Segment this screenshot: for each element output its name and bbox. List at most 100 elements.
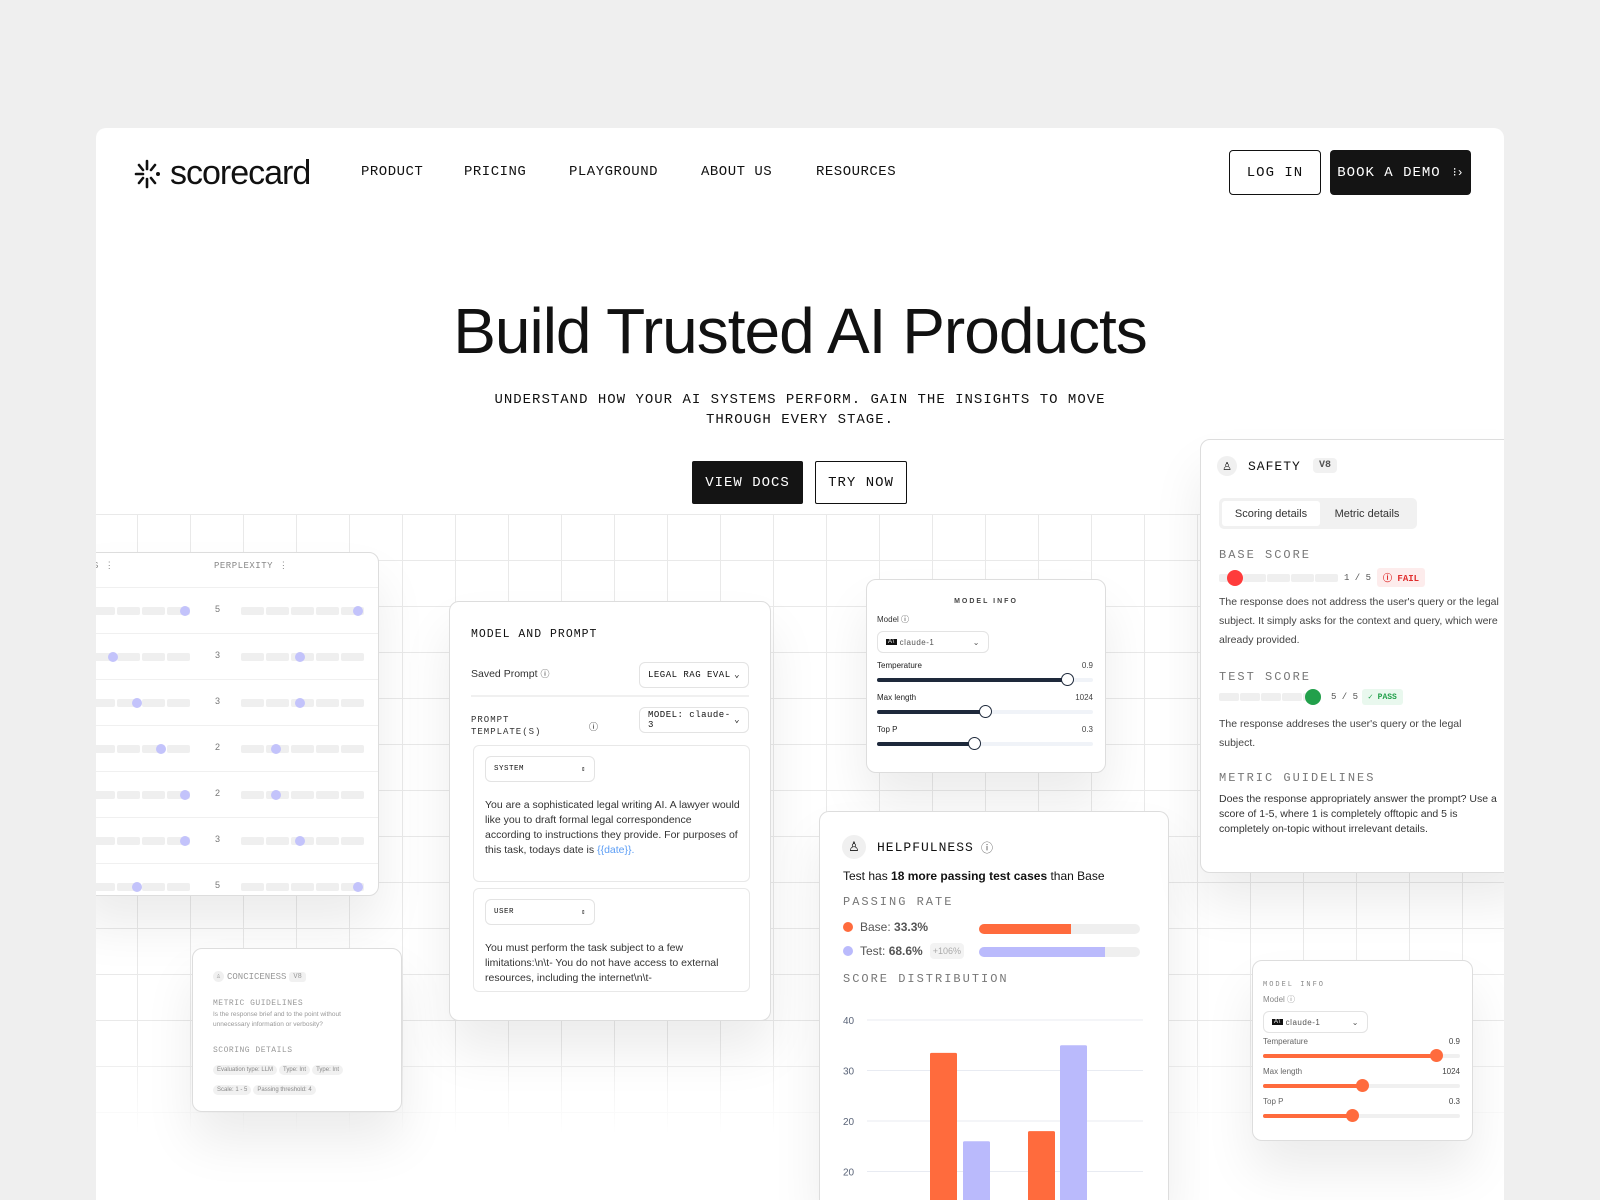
param-slider[interactable] [1263, 1109, 1460, 1122]
model-select[interactable]: A\ claude-1 ⌄ [877, 631, 989, 653]
user-template: USER ⇕ You must perform the task subject … [473, 888, 750, 992]
base-bar [1028, 1131, 1055, 1200]
table-row: 2 [96, 725, 378, 771]
base-value: 33.3% [894, 920, 929, 934]
nav-about-us[interactable]: ABOUT US [701, 164, 773, 180]
tab-scoring-details[interactable]: Scoring details [1222, 501, 1320, 526]
table-row: 3 [96, 633, 378, 679]
template-variable: {{date}}. [597, 844, 635, 856]
guidelines-text: Does the response appropriately answer t… [1219, 793, 1497, 835]
delta-badge: +106% [929, 943, 964, 959]
param-label: Max length [877, 693, 917, 702]
score-track-left [96, 607, 190, 615]
slider-thumb[interactable] [1430, 1049, 1444, 1062]
column-header-perplexity[interactable]: PERPLEXITY ⋮ [214, 561, 289, 571]
user-prompt-text[interactable]: You must perform the task subject to a f… [485, 942, 719, 984]
slider-thumb[interactable] [1355, 1079, 1369, 1092]
slider-fill [1263, 1054, 1437, 1058]
tab-metric-details[interactable]: Metric details [1334, 507, 1400, 520]
param-slider[interactable] [1263, 1049, 1460, 1062]
base-label: Base: [860, 920, 895, 934]
param-slider[interactable] [1263, 1079, 1460, 1092]
slider-thumb[interactable] [979, 705, 992, 718]
robot-icon: ♙ [1217, 456, 1237, 476]
book-demo-button[interactable]: BOOK A DEMO ⁝› [1330, 150, 1471, 195]
score-dot-left [180, 606, 190, 616]
column-header-left[interactable]: S ⋮ [96, 561, 114, 571]
param-slider[interactable] [877, 705, 1093, 718]
chevron-down-icon: ⌄ [972, 637, 980, 647]
version-badge: V8 [1313, 458, 1338, 473]
role-select-user[interactable]: USER ⇕ [485, 899, 595, 925]
score-track-right [241, 791, 364, 799]
param-value: 0.9 [1448, 1037, 1460, 1046]
slider-thumb[interactable] [1061, 673, 1075, 686]
logo[interactable]: scorecard [134, 154, 311, 193]
model-select-value: MODEL: claude-3 [648, 710, 731, 730]
slider-thumb[interactable] [968, 737, 982, 750]
pass-badge: ✓ PASS [1362, 689, 1403, 705]
helpfulness-title: HELPFULNESS [877, 840, 974, 855]
test-score-value: 5 / 5 [1331, 692, 1359, 702]
table-row: 5 [96, 587, 378, 633]
param-label: Max length [1263, 1067, 1303, 1076]
view-docs-button[interactable]: VIEW DOCS [692, 461, 803, 504]
summary-pre: Test has [843, 869, 892, 883]
pass-text: PASS [1377, 693, 1397, 702]
role-value: SYSTEM [494, 765, 525, 773]
param-slider[interactable] [877, 673, 1093, 686]
page-card: scorecard PRODUCT PRICING PLAYGROUND ABO… [96, 128, 1504, 1200]
base-score-track [1219, 569, 1338, 586]
nav-pricing[interactable]: PRICING [464, 164, 527, 180]
score-dot-right [271, 744, 281, 754]
score-dot-right [353, 606, 363, 616]
test-label: Test: [860, 944, 889, 958]
passing-rate-label: PASSING RATE [843, 895, 954, 909]
test-bar [1060, 1045, 1087, 1200]
slider-fill [1263, 1114, 1352, 1118]
score-track-right [241, 745, 364, 753]
saved-prompt-value: LEGAL RAG EVAL [648, 670, 731, 680]
model-select[interactable]: A\ claude-1 ⌄ [1263, 1011, 1368, 1033]
slider-thumb[interactable] [1345, 1109, 1359, 1122]
try-now-button[interactable]: TRY NOW [815, 461, 907, 504]
model-label-text: Model [1263, 995, 1285, 1004]
base-rate: Base: 33.3% [843, 920, 928, 934]
model-select[interactable]: MODEL: claude-3 ⌄ [639, 707, 749, 733]
scoring-chip: Type: Int [312, 1065, 344, 1075]
guidelines-text: Is the response brief and to the point w… [213, 1011, 341, 1028]
model-info-title: MODEL INFO [1263, 981, 1326, 989]
model-info-panel: MODEL INFO Model ⓘ A\ claude-1 ⌄ Temperature 0… [866, 579, 1106, 773]
system-prompt-text[interactable]: You are a sophisticated legal writing AI… [485, 798, 740, 858]
role-select-system[interactable]: SYSTEM ⇕ [485, 756, 595, 782]
hero-subtitle-line-2: THROUGH EVERY STAGE. [705, 412, 895, 428]
y-tick-label: 40 [843, 1016, 855, 1027]
score-distribution-label: SCORE DISTRIBUTION [843, 972, 1009, 986]
score-distribution-chart: 40 30 20 20 [843, 1016, 1143, 1200]
test-score-text: The response addreses the user's query o… [1219, 718, 1462, 749]
scoring-chip: Scale: 1 - 5 [213, 1085, 252, 1095]
test-bar [963, 1141, 990, 1200]
saved-prompt-select[interactable]: LEGAL RAG EVAL ⌄ [639, 662, 749, 688]
dotted-chevron-icon: ⁝› [1452, 166, 1464, 180]
system-text: You are a sophisticated legal writing AI… [485, 799, 740, 856]
nav-resources[interactable]: RESOURCES [816, 164, 897, 180]
table-row: 5 [96, 863, 378, 895]
login-button[interactable]: LOG IN [1229, 150, 1321, 195]
column-perplexity-label: PERPLEXITY [214, 561, 274, 571]
param-value: 0.9 [1081, 661, 1093, 670]
nav-product[interactable]: PRODUCT [361, 164, 424, 180]
scoring-chip: Passing threshold: 4 [253, 1085, 316, 1095]
perplexity-value: 5 [215, 604, 221, 614]
updown-chevron-icon: ⇕ [580, 766, 586, 774]
param-slider[interactable] [877, 737, 1093, 750]
guidelines-label: METRIC GUIDELINES [213, 999, 304, 1008]
score-track-left [96, 653, 190, 661]
test-rate: Test: 68.6% +106% [843, 943, 964, 959]
perplexity-value: 5 [215, 880, 221, 890]
nav-playground[interactable]: PLAYGROUND [569, 164, 659, 180]
hero-subtitle: UNDERSTAND HOW YOUR AI SYSTEMS PERFORM. … [96, 390, 1504, 430]
info-icon[interactable]: ⓘ [981, 841, 994, 855]
param-label: Temperature [877, 661, 922, 670]
info-icon: ⓘ [540, 669, 550, 679]
